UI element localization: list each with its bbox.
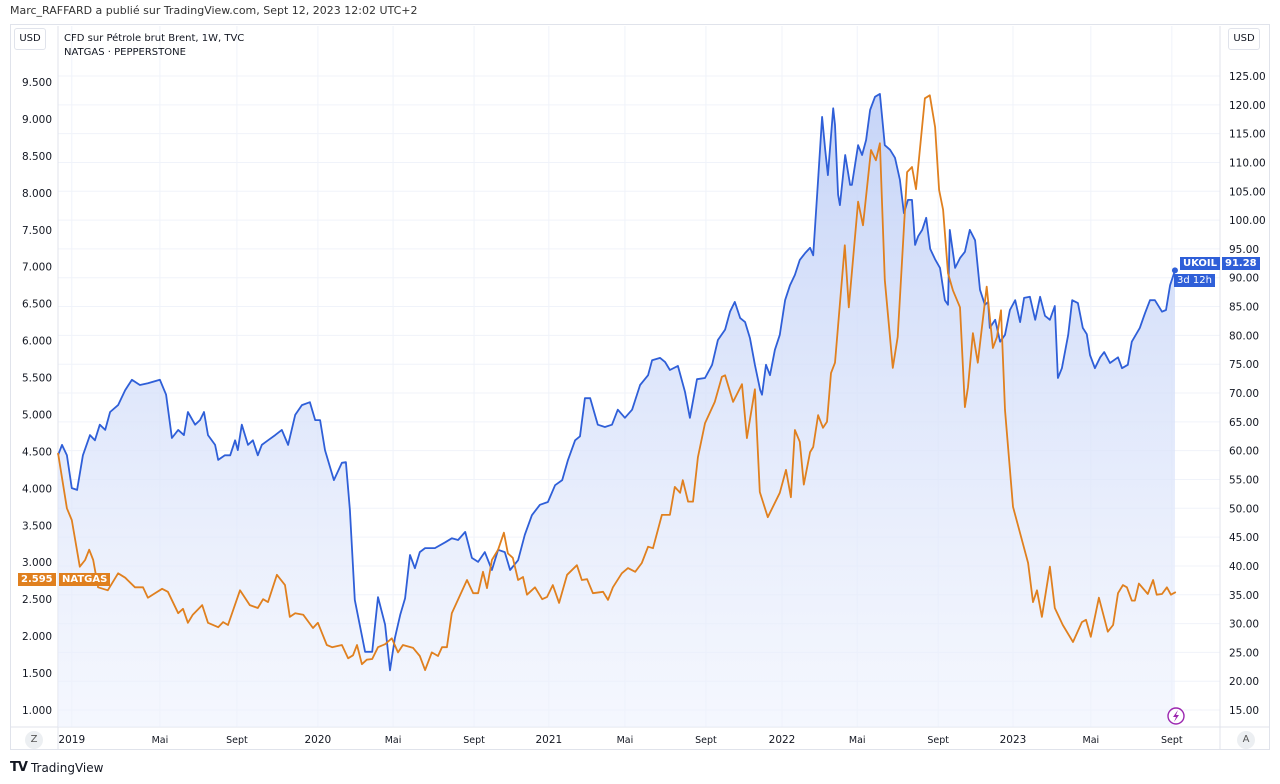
time-axis-tick-label: 2021 — [535, 734, 562, 746]
tradingview-brand: TradingView — [30, 760, 104, 775]
right-axis-tick-label: 50.00 — [1229, 503, 1259, 515]
legend-ukoil[interactable]: CFD sur Pétrole brut Brent, 1W, TVC — [64, 33, 245, 44]
time-axis-tick-label: 2023 — [1000, 734, 1027, 746]
time-axis-tick-label: 2022 — [769, 734, 796, 746]
time-axis-tick-label: Sept — [695, 735, 717, 746]
left-axis-tick-label: 8.000 — [22, 188, 52, 200]
right-axis-tick-label: 120.00 — [1229, 100, 1266, 112]
left-axis[interactable]: 1.000 1.500 2.000 2.500 3.000 3.500 4.000 4.500… — [22, 77, 52, 717]
right-axis-tick-label: 110.00 — [1229, 157, 1266, 169]
right-axis-tick-label: 95.00 — [1229, 244, 1259, 256]
left-axis-tick-label: 2.000 — [22, 631, 52, 643]
left-axis-tick-label: 6.000 — [22, 336, 52, 348]
right-axis-tick-label: 60.00 — [1229, 446, 1259, 458]
left-axis-tick-label: 7.000 — [22, 262, 52, 274]
left-axis-tick-label: 4.500 — [22, 446, 52, 458]
zoom-button[interactable]: Z — [25, 731, 43, 749]
right-axis-tick-label: 35.00 — [1229, 590, 1259, 602]
natgas-line — [57, 94, 1177, 671]
series-layer — [57, 93, 1178, 727]
left-axis-tick-label: 5.000 — [22, 409, 52, 421]
right-axis-tick-label: 100.00 — [1229, 215, 1266, 227]
ukoil-area — [58, 93, 1175, 727]
right-axis[interactable]: 15.00 20.00 25.00 30.00 35.00 40.00 45.00 50.00… — [1229, 71, 1266, 717]
right-axis-tick-label: 30.00 — [1229, 619, 1259, 631]
lightning-icon[interactable] — [1167, 707, 1185, 725]
natgas-price-tag: 2.595 — [18, 573, 56, 586]
time-axis-tick-label: 2020 — [305, 734, 332, 746]
time-axis-tick-label: 2019 — [58, 734, 85, 746]
time-axis-tick-label: Sept — [226, 735, 248, 746]
legend-natgas[interactable]: NATGAS · PEPPERSTONE — [64, 47, 186, 58]
left-axis-tick-label: 1.500 — [22, 668, 52, 680]
left-axis-tick-label: 9.000 — [22, 114, 52, 126]
time-axis-tick-label: Sept — [927, 735, 949, 746]
left-axis-tick-label: 1.000 — [22, 705, 52, 717]
left-axis-tick-label: 9.500 — [22, 77, 52, 89]
left-axis-tick-label: 6.500 — [22, 299, 52, 311]
left-axis-tick-label: 5.500 — [22, 373, 52, 385]
published-by: Marc_RAFFARD a publié sur TradingView.co… — [10, 4, 418, 17]
right-axis-tick-label: 125.00 — [1229, 71, 1266, 83]
time-axis-tick-label: Mai — [849, 735, 866, 746]
left-axis-tick-label: 7.500 — [22, 225, 52, 237]
right-axis-tick-label: 45.00 — [1229, 532, 1259, 544]
right-axis-tick-label: 90.00 — [1229, 273, 1259, 285]
right-axis-tick-label: 115.00 — [1229, 129, 1266, 141]
right-axis-tick-label: 25.00 — [1229, 647, 1259, 659]
time-axis-tick-label: Sept — [463, 735, 485, 746]
right-axis-tick-label: 85.00 — [1229, 302, 1259, 314]
time-axis-tick-label: Sept — [1161, 735, 1183, 746]
ukoil-line — [57, 93, 1176, 672]
ukoil-countdown: 3d 12h — [1174, 274, 1215, 287]
right-currency-button[interactable]: USD — [1228, 28, 1260, 50]
ukoil-name-tag: UKOIL — [1180, 257, 1221, 270]
legend: CFD sur Pétrole brut Brent, 1W, TVC NATG… — [64, 32, 244, 60]
time-axis[interactable]: 2019 Mai Sept 2020 Mai Sept 2021 Mai Sept 2022 Mai… — [58, 734, 1182, 746]
left-axis-tick-label: 8.500 — [22, 151, 52, 163]
right-axis-tick-label: 70.00 — [1229, 388, 1259, 400]
time-axis-tick-label: Mai — [1083, 735, 1100, 746]
left-axis-tick-label: 3.500 — [22, 520, 52, 532]
time-axis-tick-label: Mai — [617, 735, 634, 746]
time-axis-tick-label: Mai — [152, 735, 169, 746]
time-axis-tick-label: Mai — [385, 735, 402, 746]
right-axis-tick-label: 105.00 — [1229, 186, 1266, 198]
ukoil-price-tag: 91.28 — [1222, 257, 1260, 270]
right-axis-tick-label: 65.00 — [1229, 417, 1259, 429]
right-axis-tick-label: 80.00 — [1229, 330, 1259, 342]
right-axis-tick-label: 20.00 — [1229, 676, 1259, 688]
left-axis-tick-label: 3.000 — [22, 557, 52, 569]
ukoil-last-point — [1171, 267, 1178, 274]
footer: TV TradingView — [10, 760, 103, 775]
left-currency-button[interactable]: USD — [14, 28, 46, 50]
right-axis-tick-label: 15.00 — [1229, 705, 1259, 717]
auto-scale-button[interactable]: A — [1237, 731, 1255, 749]
right-axis-tick-label: 40.00 — [1229, 561, 1259, 573]
chart-frame — [10, 24, 1270, 750]
right-axis-tick-label: 75.00 — [1229, 359, 1259, 371]
right-axis-tick-label: 55.00 — [1229, 474, 1259, 486]
natgas-name-tag: NATGAS — [59, 573, 111, 586]
left-axis-tick-label: 4.000 — [22, 483, 52, 495]
left-axis-tick-label: 2.500 — [22, 594, 52, 606]
tradingview-logo: TV — [10, 760, 28, 775]
